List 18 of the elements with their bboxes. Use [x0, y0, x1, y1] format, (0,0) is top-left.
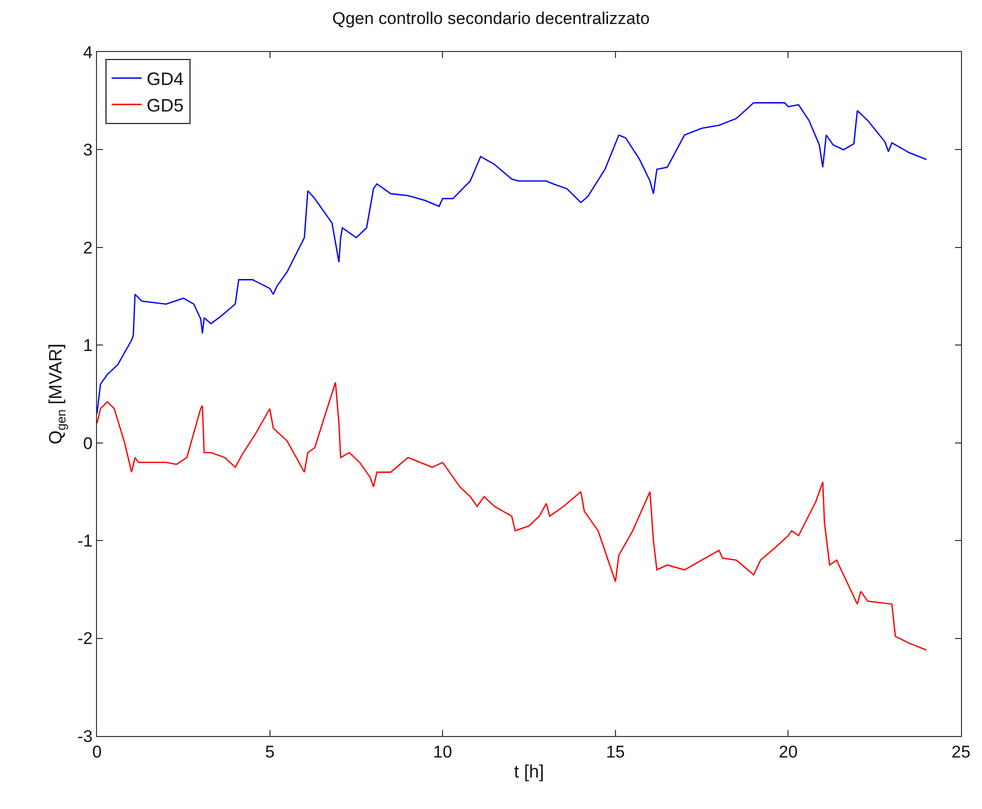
x-tick-label: 5 — [265, 742, 275, 762]
y-tick-label: 4 — [83, 42, 93, 62]
line-series — [97, 382, 928, 651]
y-tick-label: 2 — [83, 238, 93, 258]
x-tick-label: 25 — [952, 742, 970, 762]
x-axis-title: t [h] — [514, 762, 544, 782]
y-tick-label: 1 — [83, 336, 93, 356]
chart-title: Qgen controllo secondario decentralizzato — [332, 9, 650, 28]
y-tick-label: -3 — [77, 726, 93, 746]
y-tick-label: -1 — [77, 532, 93, 551]
legend-label: GD5 — [146, 95, 184, 116]
legend-label: GD4 — [146, 69, 184, 90]
y-tick-label: -2 — [77, 629, 93, 648]
y-tick-label: 0 — [83, 434, 93, 453]
x-tick-label: 15 — [606, 742, 625, 762]
x-tick-label: 20 — [778, 742, 798, 762]
x-tick-label: 10 — [433, 742, 452, 762]
y-tick-label: 3 — [83, 140, 93, 160]
